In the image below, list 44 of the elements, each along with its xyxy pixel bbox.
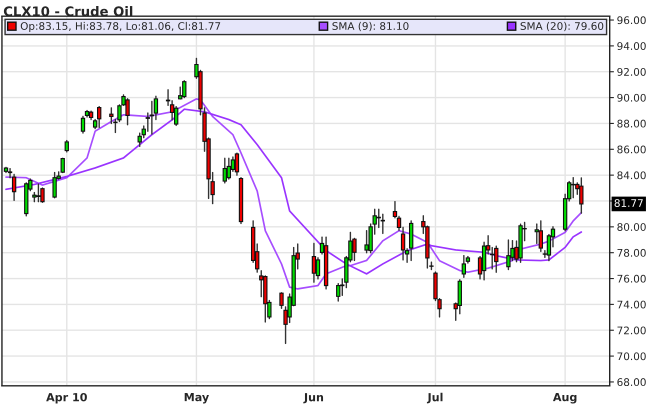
candlestick xyxy=(40,187,45,203)
candlestick xyxy=(279,292,284,309)
y-tick-label: 90.00 xyxy=(617,94,646,102)
candlestick xyxy=(97,106,102,128)
y-tick-label: 88.00 xyxy=(617,120,646,128)
x-tick-label: Apr 10 xyxy=(46,392,87,404)
y-tick-label: 92.00 xyxy=(617,68,646,76)
y-tick-label: 70.00 xyxy=(618,352,646,360)
y-tick-label: 68.00 xyxy=(617,378,646,386)
candlestick xyxy=(222,158,227,184)
legend-label: Op:83.15, Hi:83.78, Lo:81.06, Cl:81.77 xyxy=(20,22,220,32)
candlestick xyxy=(234,152,240,176)
y-tick-label: 74.00 xyxy=(618,300,646,308)
candlestick xyxy=(125,98,130,126)
y-tick-label: 80.00 xyxy=(617,223,646,231)
candlestick xyxy=(182,80,186,98)
candlestick xyxy=(109,107,114,124)
candlestick xyxy=(364,230,369,254)
y-tick-label: 86.00 xyxy=(617,146,646,154)
x-tick-label: Jun xyxy=(303,393,324,404)
x-tick-label: Aug xyxy=(552,393,576,404)
text: 81.77 xyxy=(614,199,643,207)
candlestick xyxy=(462,254,466,278)
legend-label: SMA (20): 79.60 xyxy=(520,22,604,32)
candlestick xyxy=(80,116,86,134)
candlestick xyxy=(506,239,511,270)
y-tick-label: 72.00 xyxy=(618,326,646,334)
y-tick-label: 78.00 xyxy=(618,248,646,257)
y-tick-label: 96.00 xyxy=(617,16,646,24)
candlestick xyxy=(579,177,584,214)
x-tick-label: Jul xyxy=(426,392,442,404)
y-tick-label: 94.00 xyxy=(617,42,646,50)
candlestick xyxy=(52,172,57,198)
y-tick-label: 84.00 xyxy=(617,171,646,180)
x-tick-label: May xyxy=(184,393,209,404)
candlestick xyxy=(312,242,316,283)
candlestick xyxy=(494,246,498,273)
candlestick xyxy=(36,183,41,202)
candlestick xyxy=(64,140,69,153)
candlestick xyxy=(538,220,543,252)
legend-label: SMA (9): 81.10 xyxy=(332,22,409,32)
y-tick-label: 76.00 xyxy=(618,274,646,283)
candlestick xyxy=(571,177,576,198)
candlestick xyxy=(226,158,232,180)
